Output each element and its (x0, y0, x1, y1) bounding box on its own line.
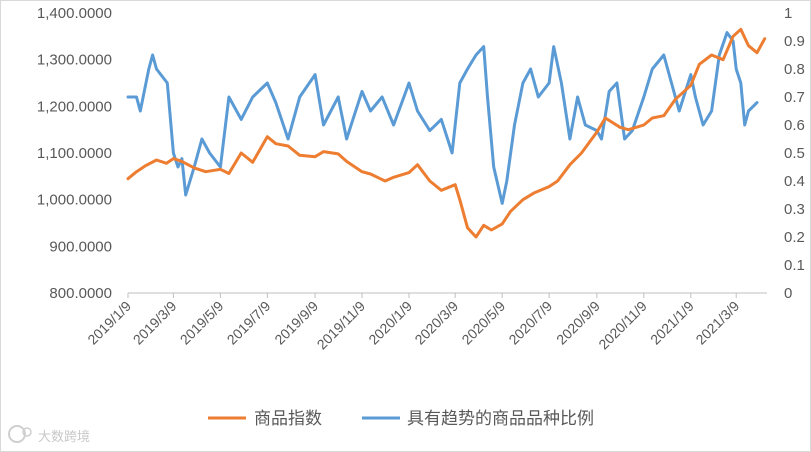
left-tick-label: 1,200.0000 (37, 98, 112, 115)
right-axis-ticks: 0 0.1 0.2 0.3 0.4 0.5 0.6 0.7 0.8 0.9 1 (784, 5, 805, 302)
right-tick-label: 0.9 (784, 33, 805, 50)
x-tick-label: 2020/5/9 (458, 298, 508, 348)
watermark-logo-icon (8, 425, 32, 443)
series-line-trend-ratio (126, 31, 759, 205)
x-tick-label: 2021/1/9 (647, 298, 697, 348)
left-tick-label: 900.0000 (49, 238, 112, 255)
x-tick-label: 2019/3/9 (130, 298, 180, 348)
legend: 商品指数 具有趋势的商品品种比例 (208, 409, 594, 429)
x-tick-label: 2019/11/9 (314, 298, 369, 353)
x-tick-label: 2020/11/9 (595, 298, 650, 353)
right-tick-label: 1 (784, 5, 792, 22)
left-axis-ticks: 800.0000 900.0000 1,000.0000 1,100.0000 1,20… (37, 5, 112, 302)
x-tick-label: 2020/7/9 (505, 298, 555, 348)
right-tick-label: 0.2 (784, 229, 805, 246)
series-line-commodity-index (126, 27, 767, 239)
right-tick-label: 0.1 (784, 257, 805, 274)
legend-label-commodity-index: 商品指数 (254, 409, 322, 429)
x-tick-label: 2020/1/9 (365, 298, 415, 348)
right-tick-label: 0.6 (784, 117, 805, 134)
right-tick-label: 0.8 (784, 61, 805, 78)
watermark-text: 大数跨境 (38, 430, 90, 445)
x-tick-label: 2019/7/9 (224, 298, 274, 348)
series-layer (126, 27, 767, 239)
right-tick-label: 0.7 (784, 89, 805, 106)
legend-label-trend-ratio: 具有趋势的商品品种比例 (407, 409, 594, 429)
x-axis: 2019/1/92019/3/92019/5/92019/7/92019/9/9… (84, 292, 767, 353)
left-tick-label: 800.0000 (49, 285, 112, 302)
right-tick-label: 0.4 (784, 173, 805, 190)
right-tick-label: 0.3 (784, 201, 805, 218)
x-tick-label: 2019/1/9 (84, 298, 134, 348)
left-tick-label: 1,100.0000 (37, 145, 112, 162)
right-tick-label: 0 (784, 285, 792, 302)
watermark: 大数跨境 (8, 425, 90, 445)
left-tick-label: 1,400.0000 (37, 5, 112, 22)
right-tick-label: 0.5 (784, 145, 805, 162)
left-tick-label: 1,000.0000 (37, 192, 112, 209)
x-tick-label: 2019/5/9 (177, 298, 227, 348)
left-tick-label: 1,300.0000 (37, 52, 112, 69)
x-tick-label: 2020/3/9 (411, 298, 461, 348)
x-tick-label: 2021/3/9 (692, 298, 742, 348)
